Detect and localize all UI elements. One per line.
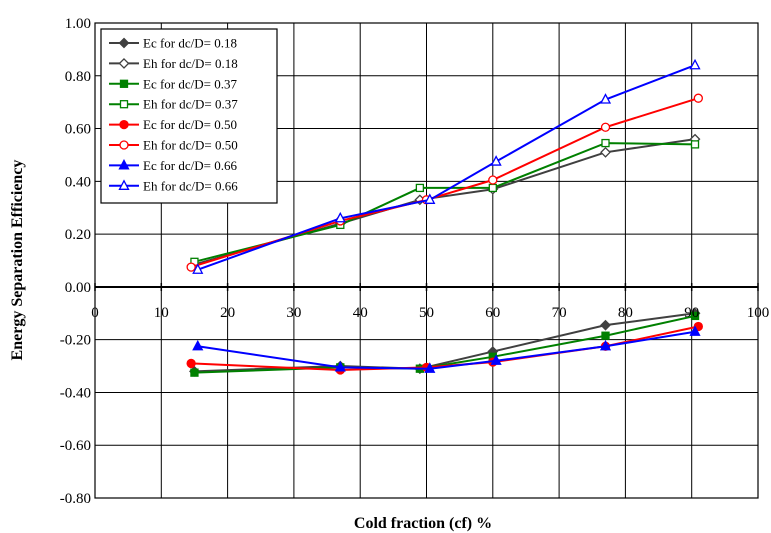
plot-frame (94, 22, 759, 499)
legend: Ec for dc/D= 0.18 Eh for dc/D= 0.18 Ec for… (100, 28, 278, 204)
x-tick-label: 60 (485, 305, 500, 321)
square-marker (601, 138, 610, 148)
legend-entry: Ec for dc/D= 0.50 (109, 117, 237, 132)
x-tick-label: 20 (220, 305, 235, 321)
series-line (194, 312, 696, 373)
x-axis-title: Cold fraction (cf) % (354, 515, 492, 532)
triangle-marker (192, 339, 204, 351)
circle-marker (186, 262, 196, 272)
series-line (197, 64, 696, 271)
legend-label: Eh for dc/D= 0.50 (143, 138, 238, 153)
x-tick-label: 10 (154, 305, 169, 321)
legend-label: Ec for dc/D= 0.50 (143, 117, 237, 132)
legend-label: Ec for dc/D= 0.37 (143, 76, 237, 91)
triangle-marker (599, 93, 612, 104)
diamond-marker (118, 57, 130, 69)
triangle-marker (689, 58, 701, 70)
circle-marker (119, 140, 129, 150)
square-marker (690, 311, 700, 321)
series-6 (192, 325, 701, 373)
circle-marker (600, 122, 611, 132)
y-tick-label: 0.00 (65, 280, 91, 296)
triangle-marker (424, 193, 436, 204)
diamond-marker (600, 146, 611, 158)
legend-label: Ec for dc/D= 0.66 (143, 158, 237, 173)
y-tick-label: -0.60 (60, 438, 91, 454)
y-tick-label: 1.00 (65, 16, 91, 32)
x-tick-label: 70 (552, 305, 567, 321)
legend-entry: Ec for dc/D= 0.37 (109, 76, 237, 91)
legend-entry: Eh for dc/D= 0.37 (109, 97, 238, 112)
triangle-marker (118, 159, 130, 170)
y-tick-label: -0.20 (60, 333, 91, 349)
triangle-marker (118, 179, 130, 190)
y-axis-title: Energy Separation Efficiency (9, 160, 26, 361)
series-layer (186, 58, 703, 377)
series-7 (192, 58, 701, 274)
square-marker (415, 183, 425, 193)
triangle-marker (334, 211, 346, 223)
x-tick-label: 40 (353, 305, 368, 321)
triangle-marker (192, 263, 204, 274)
circle-marker (693, 93, 703, 103)
square-marker (601, 331, 610, 340)
x-tick-label: 50 (419, 305, 434, 321)
legend-entry: Ec for dc/D= 0.18 (109, 36, 237, 51)
triangle-marker (490, 155, 502, 166)
legend-entry: Eh for dc/D= 0.18 (109, 56, 238, 71)
x-tick-label: 30 (286, 305, 301, 321)
triangle-marker (490, 354, 502, 365)
series-line (197, 330, 696, 370)
series-line (194, 142, 696, 263)
diamond-marker (118, 37, 130, 49)
legend-label: Eh for dc/D= 0.66 (143, 178, 238, 193)
y-tick-label: -0.80 (60, 491, 91, 507)
legend-label: Eh for dc/D= 0.37 (143, 97, 238, 112)
triangle-marker (599, 339, 612, 351)
circle-marker (488, 175, 498, 185)
triangle-marker (334, 360, 346, 372)
legend-box (100, 28, 278, 204)
triangle-marker (424, 362, 436, 373)
diamond-marker (600, 319, 611, 331)
tick-labels: 0 10 20 30 40 50 60 70 80 90 1001.000.800.600.400.… (60, 16, 770, 507)
y-tick-label: 0.60 (65, 122, 91, 138)
y-tick-label: -0.40 (60, 385, 91, 401)
x-tick-label: 90 (684, 305, 699, 321)
square-marker (119, 100, 129, 109)
circle-marker (119, 119, 129, 130)
y-tick-label: 0.20 (65, 227, 91, 243)
legend-label: Eh for dc/D= 0.18 (143, 56, 238, 71)
square-marker (119, 79, 129, 88)
legend-entry: Eh for dc/D= 0.66 (109, 178, 238, 193)
square-marker (190, 368, 199, 377)
x-tick-label: 80 (618, 305, 633, 321)
y-tick-label: 0.80 (65, 69, 91, 85)
triangle-marker (689, 325, 701, 336)
square-marker (690, 140, 700, 149)
legend-label: Ec for dc/D= 0.18 (143, 36, 237, 51)
square-marker (488, 183, 497, 193)
y-tick-label: 0.40 (65, 174, 91, 190)
series-line (190, 97, 699, 269)
circle-marker (186, 358, 196, 369)
legend-entry: Ec for dc/D= 0.66 (109, 158, 237, 173)
legend-entry: Eh for dc/D= 0.50 (109, 138, 238, 153)
